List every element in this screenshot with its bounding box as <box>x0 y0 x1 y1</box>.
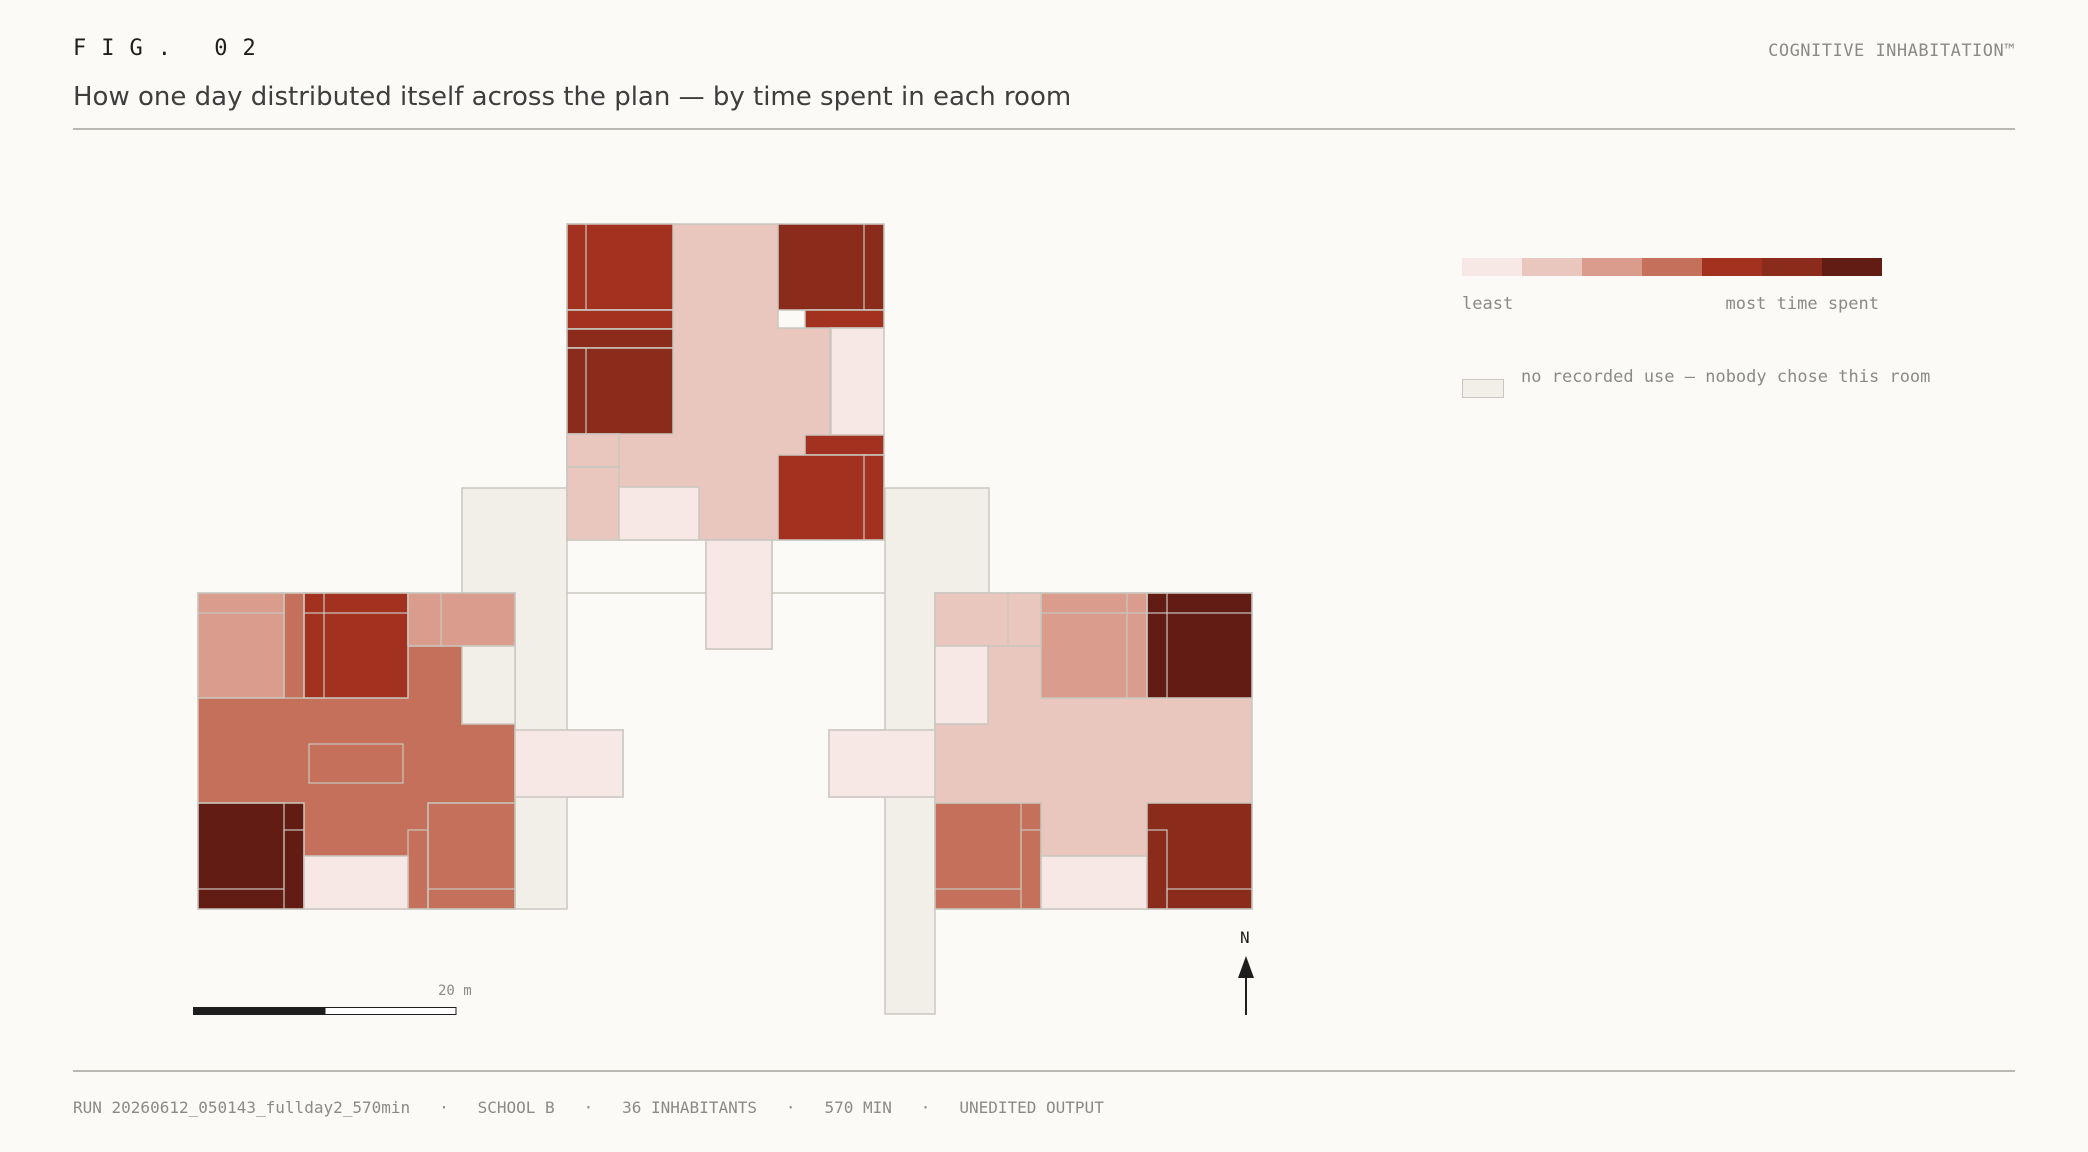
legend-no-use-swatch <box>1462 379 1504 398</box>
footer-school: SCHOOL B <box>477 1098 555 1117</box>
room-e-side <box>934 645 989 725</box>
scale-bar-empty <box>324 1007 457 1015</box>
room-n-side-e <box>830 327 885 436</box>
room-partition-line <box>1146 829 1168 910</box>
room-partition-line <box>566 433 620 468</box>
legend-no-use-label: no recorded use — nobody chose this room <box>1521 367 1931 387</box>
room-partition-line <box>427 888 516 910</box>
room-n-small-1 <box>566 433 620 468</box>
room-partition-line <box>1146 592 1253 614</box>
rooms-layer <box>197 223 1253 1015</box>
room-e-room-se <box>1146 802 1253 910</box>
room-n-small-2 <box>566 466 620 541</box>
room-n-strip-2 <box>566 328 674 349</box>
room-n-room-ne <box>777 223 885 311</box>
footer-inhabitants: 36 INHABITANTS <box>622 1098 757 1117</box>
room-n-strip-1 <box>566 309 674 330</box>
legend-least-label: least <box>1462 294 1514 314</box>
room-partition-line <box>1020 829 1042 910</box>
scale-bar-filled <box>193 1007 325 1015</box>
footer-separator: · <box>785 1098 796 1117</box>
run-footer: RUN 20260612_050143_fullday2_570min · SC… <box>73 1098 1104 1117</box>
header-divider <box>73 128 2015 130</box>
room-w-void <box>461 645 516 725</box>
room-n-strip-ne <box>804 309 885 329</box>
north-arrow-icon <box>1238 956 1254 1015</box>
room-partition-line <box>407 829 429 910</box>
room-partition-line <box>863 454 885 541</box>
footer-separator: · <box>439 1098 449 1117</box>
footer-divider <box>73 1070 2015 1072</box>
legend-color-scale <box>1462 258 1882 276</box>
legend-swatch-3 <box>1642 258 1702 276</box>
room-w-room-ne <box>407 592 516 647</box>
room-w-room-sw <box>197 802 305 910</box>
legend-swatch-6 <box>1822 258 1882 276</box>
legend-most-label: most time spent <box>1725 294 1879 314</box>
page-subtitle: How one day distributed itself across th… <box>73 82 1072 112</box>
room-e-room-ne <box>1146 592 1253 699</box>
room-partition-line <box>1007 592 1042 647</box>
room-n-room-sw <box>618 486 700 541</box>
room-n-room-w2 <box>566 347 674 435</box>
scale-bar-label: 20 m <box>438 983 472 999</box>
room-w-room-s <box>303 855 409 910</box>
footer-separator: · <box>583 1098 594 1117</box>
room-partition-line <box>863 223 885 311</box>
room-partition-line <box>1166 888 1253 910</box>
room-e-room-s <box>1040 855 1148 910</box>
room-e-annex <box>828 729 936 798</box>
north-label: N <box>1240 928 1250 947</box>
room-partition-line <box>283 829 305 910</box>
room-e-room-sw <box>934 802 1042 910</box>
legend-swatch-5 <box>1762 258 1822 276</box>
footer-status: UNEDITED OUTPUT <box>959 1098 1104 1117</box>
legend-swatch-2 <box>1582 258 1642 276</box>
room-e-room-nw <box>934 592 1042 647</box>
room-w-annex <box>514 729 624 798</box>
brand-label: COGNITIVE INHABITATION™ <box>1768 41 2015 61</box>
footer-duration: 570 MIN <box>824 1098 892 1117</box>
legend-swatch-4 <box>1702 258 1762 276</box>
room-n-room-se <box>777 454 885 541</box>
figure-label: FIG. 02 <box>73 36 271 61</box>
legend-swatch-0 <box>1462 258 1522 276</box>
room-partition-line <box>566 309 674 330</box>
room-partition-line <box>308 743 404 784</box>
room-w-room-se <box>427 802 516 910</box>
room-n-room-nw <box>566 223 674 311</box>
scale-bar <box>193 1007 457 1015</box>
room-w-room-nw <box>197 592 285 699</box>
footer-separator: · <box>920 1098 931 1117</box>
room-partition-line <box>407 592 442 647</box>
footer-run-id: RUN 20260612_050143_fullday2_570min <box>73 1098 411 1117</box>
room-e-room-n <box>1040 592 1148 699</box>
legend-swatch-1 <box>1522 258 1582 276</box>
room-n-strip-se <box>804 434 885 456</box>
room-w-room-n <box>303 592 409 699</box>
room-n-stair-link <box>705 539 773 650</box>
